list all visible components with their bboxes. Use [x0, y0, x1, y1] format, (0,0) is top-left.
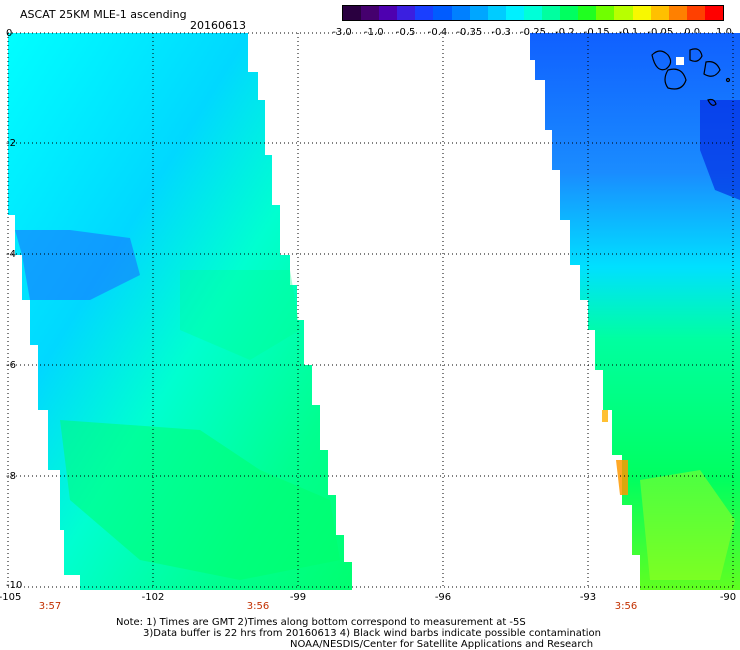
lon-label-2: -99 — [289, 592, 307, 603]
lon-label-3: -96 — [434, 592, 452, 603]
color-swatch-12 — [560, 6, 579, 20]
lat-lon-grid — [7, 32, 736, 588]
color-swatch-16 — [632, 6, 651, 20]
color-scale-label-3: -0.4 — [427, 27, 448, 38]
color-swatch-20 — [704, 6, 723, 20]
color-swatch-9 — [505, 6, 524, 20]
color-scale-label-4: -0.35 — [456, 27, 483, 38]
lon-label-5: -90 — [719, 592, 737, 603]
color-swatch-8 — [487, 6, 506, 20]
color-swatch-5 — [433, 6, 452, 20]
color-swatch-4 — [415, 6, 434, 20]
pass-time-1: 3:57 — [38, 601, 62, 612]
east-deep-blue — [700, 100, 740, 200]
color-scale-label-2: -0.5 — [395, 27, 416, 38]
west-green-region-2 — [180, 270, 300, 360]
color-swatch-7 — [469, 6, 488, 20]
color-swatch-0 — [343, 6, 362, 20]
east-orange-cells — [616, 460, 628, 495]
lat-label-4: -8 — [6, 471, 16, 482]
east-swath — [530, 33, 740, 590]
color-swatch-17 — [650, 6, 669, 20]
east-lime-region — [640, 470, 735, 580]
footnote-line-2: 3)Data buffer is 22 hrs from 20160613 4)… — [143, 628, 601, 639]
lat-label-2: -4 — [6, 249, 16, 260]
island-outlines — [651, 48, 731, 106]
lat-label-3: -6 — [6, 360, 16, 371]
footnote-line-1: Note: 1) Times are GMT 2)Times along bot… — [116, 617, 526, 628]
west-green-region — [60, 420, 340, 580]
color-swatch-13 — [578, 6, 597, 20]
lon-label-4: -93 — [579, 592, 597, 603]
footnote-line-3: NOAA/NESDIS/Center for Satellite Applica… — [290, 639, 594, 650]
color-scale-label-1: -1.0 — [364, 27, 384, 38]
lat-label-5: -10 — [6, 580, 23, 591]
lon-label-0: -105 — [0, 592, 22, 603]
color-swatch-14 — [596, 6, 615, 20]
map-date: 20160613 — [190, 19, 246, 32]
color-swatch-15 — [614, 6, 633, 20]
color-swatch-3 — [397, 6, 416, 20]
color-scale-label-5: -0.3 — [491, 27, 511, 38]
map-title: ASCAT 25KM MLE-1 ascending — [20, 8, 187, 21]
color-swatch-1 — [361, 6, 380, 20]
color-swatch-2 — [379, 6, 398, 20]
color-scale-bar — [342, 5, 724, 21]
color-swatch-6 — [451, 6, 470, 20]
lat-label-1: -2 — [6, 138, 16, 149]
pass-time-3: 3:56 — [614, 601, 638, 612]
color-scale-label-0: -3.0 — [332, 27, 352, 38]
color-swatch-19 — [686, 6, 705, 20]
lat-label-0: 0 — [6, 28, 13, 39]
lon-label-1: -102 — [141, 592, 165, 603]
color-swatch-18 — [668, 6, 687, 20]
color-swatch-10 — [523, 6, 543, 20]
color-swatch-11 — [542, 6, 561, 20]
pass-time-2: 3:56 — [246, 601, 270, 612]
west-low-region — [15, 230, 140, 300]
